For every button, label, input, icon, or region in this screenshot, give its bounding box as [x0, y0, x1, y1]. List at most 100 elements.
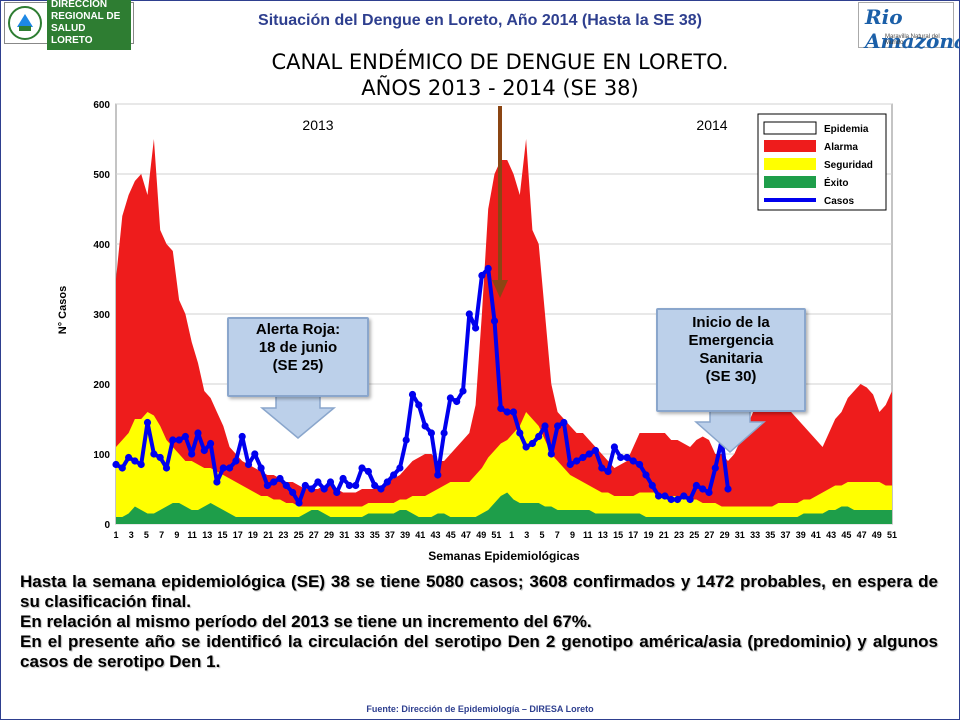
casos-point	[326, 478, 335, 486]
casos-point	[175, 436, 183, 444]
casos-point	[194, 429, 202, 437]
casos-point	[705, 488, 713, 497]
casos-point	[604, 467, 612, 476]
x-tick-label: 21	[263, 530, 273, 540]
x-tick-label: 5	[144, 530, 149, 540]
x-tick-label: 25	[689, 530, 699, 540]
casos-point	[636, 460, 644, 469]
x-tick-label: 41	[415, 530, 425, 540]
summary-paragraph-2: En relación al mismo período del 2013 se…	[20, 612, 592, 631]
legend-swatch	[764, 176, 816, 188]
x-tick-label: 9	[174, 530, 179, 540]
x-tick-label: 43	[430, 530, 440, 540]
casos-point	[244, 460, 253, 469]
casos-point	[276, 474, 284, 483]
casos-point	[610, 443, 619, 451]
x-tick-label: 37	[780, 530, 790, 540]
callout-alerta-roja: Alerta Roja: 18 de junio (SE 25)	[227, 317, 369, 397]
casos-point	[333, 488, 341, 497]
casos-point	[667, 495, 675, 504]
x-tick-label: 35	[370, 530, 380, 540]
casos-point	[686, 495, 694, 504]
casos-point	[465, 310, 473, 318]
casos-point	[711, 464, 719, 472]
casos-point	[415, 401, 423, 409]
casos-point	[295, 499, 303, 507]
org-name: DIRECCIÓN REGIONAL DE SALUD LORETO	[47, 0, 131, 50]
amazonas-logo: Rio Amazonas Maravilla Natural del Mundo	[858, 2, 960, 53]
source-footnote: Fuente: Dirección de Epidemiología – DIR…	[366, 704, 594, 714]
brand-logo-text: Rio Amazonas	[865, 5, 960, 53]
callout-emergencia-line4: (SE 30)	[705, 368, 757, 385]
casos-point	[459, 387, 467, 395]
casos-point	[282, 481, 290, 490]
casos-point	[598, 464, 606, 472]
casos-point	[238, 432, 246, 441]
x-tick-label: 41	[811, 530, 821, 540]
casos-point	[118, 464, 126, 472]
casos-point	[112, 460, 120, 469]
casos-point	[396, 464, 404, 472]
casos-point	[648, 481, 656, 490]
casos-point	[547, 450, 555, 458]
casos-point	[573, 457, 581, 465]
casos-point	[490, 317, 499, 325]
area-exito	[116, 492, 892, 524]
casos-point	[522, 443, 530, 451]
casos-point	[371, 481, 379, 490]
casos-point	[390, 471, 398, 479]
x-tick-label: 3	[524, 530, 529, 540]
x-tick-label: 1	[113, 530, 118, 540]
casos-point	[434, 471, 442, 479]
diresa-logo: DIRECCIÓN REGIONAL DE SALUD LORETO	[4, 0, 134, 50]
casos-point	[345, 481, 353, 490]
casos-point	[143, 418, 152, 427]
x-tick-label: 7	[555, 530, 560, 540]
legend-label: Seguridad	[824, 160, 873, 171]
x-tick-label: 47	[857, 530, 867, 540]
casos-point	[528, 439, 537, 448]
regional-seal-icon	[8, 6, 42, 40]
x-tick-label: 5	[539, 530, 544, 540]
casos-point	[270, 478, 278, 486]
x-tick-label: 7	[159, 530, 164, 540]
x-tick-label: 45	[841, 530, 851, 540]
casos-point	[673, 495, 682, 504]
casos-point	[131, 457, 139, 465]
x-tick-label: 31	[339, 530, 349, 540]
area-seguridad	[116, 412, 892, 524]
x-tick-label: 1	[509, 530, 514, 540]
casos-point	[162, 464, 171, 472]
casos-point	[472, 324, 480, 332]
casos-point	[554, 422, 562, 430]
x-tick-label: 31	[735, 530, 745, 540]
legend-label: Casos	[824, 196, 854, 207]
x-tick-label: 29	[720, 530, 730, 540]
casos-point	[226, 464, 234, 472]
casos-point	[629, 457, 637, 465]
casos-point	[440, 429, 448, 437]
casos-point	[503, 408, 511, 416]
x-tick-label: 49	[476, 530, 486, 540]
x-tick-label: 19	[643, 530, 653, 540]
casos-point	[219, 464, 227, 472]
legend-swatch	[763, 121, 817, 135]
callout-alerta-line2: 18 de junio	[258, 339, 338, 356]
casos-point	[200, 446, 208, 455]
legend-label: Éxito	[824, 176, 848, 189]
x-tick-label: 27	[704, 530, 714, 540]
casos-point	[566, 460, 574, 469]
casos-point	[453, 397, 461, 406]
casos-point	[137, 460, 145, 469]
year-divider-arrow-head	[492, 280, 508, 298]
y-axis-label: N° Casos	[57, 286, 69, 334]
y-tick-label: 600	[93, 100, 110, 111]
casos-point	[680, 492, 688, 500]
casos-point	[427, 429, 435, 437]
x-tick-label: 43	[826, 530, 836, 540]
callout-emergencia: Inicio de la Emergencia Sanitaria (SE 30…	[656, 308, 806, 412]
x-tick-label: 17	[628, 530, 638, 540]
casos-point	[655, 492, 663, 500]
x-tick-label: 13	[598, 530, 608, 540]
x-tick-label: 15	[217, 530, 227, 540]
